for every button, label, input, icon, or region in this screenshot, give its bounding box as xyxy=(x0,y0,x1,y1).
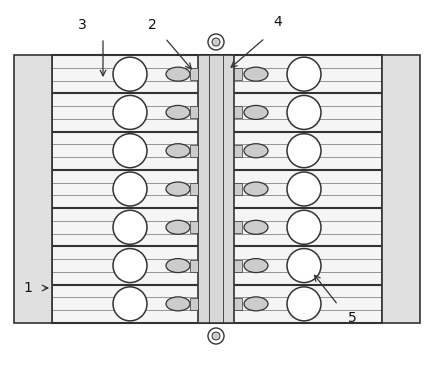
Ellipse shape xyxy=(244,220,268,234)
Circle shape xyxy=(113,287,147,321)
Circle shape xyxy=(212,38,220,46)
Bar xyxy=(190,106,198,118)
Circle shape xyxy=(287,57,321,91)
Ellipse shape xyxy=(166,259,190,273)
Circle shape xyxy=(113,172,147,206)
Bar xyxy=(234,183,242,195)
Text: 1: 1 xyxy=(23,281,32,295)
Circle shape xyxy=(287,249,321,283)
Bar xyxy=(190,221,198,233)
Bar xyxy=(190,260,198,272)
Bar xyxy=(382,55,420,323)
Ellipse shape xyxy=(244,105,268,119)
Bar xyxy=(198,55,234,323)
Bar xyxy=(190,145,198,157)
Circle shape xyxy=(208,328,224,344)
Ellipse shape xyxy=(166,182,190,196)
Bar xyxy=(234,221,242,233)
Bar xyxy=(234,68,242,80)
Ellipse shape xyxy=(166,144,190,158)
Circle shape xyxy=(287,95,321,129)
Ellipse shape xyxy=(244,297,268,311)
Circle shape xyxy=(287,134,321,168)
Ellipse shape xyxy=(244,182,268,196)
Circle shape xyxy=(287,287,321,321)
Ellipse shape xyxy=(166,67,190,81)
Text: 4: 4 xyxy=(274,15,282,29)
Circle shape xyxy=(113,57,147,91)
Text: 5: 5 xyxy=(348,311,356,325)
Bar xyxy=(52,55,382,323)
Circle shape xyxy=(113,134,147,168)
Text: 3: 3 xyxy=(78,18,86,32)
Circle shape xyxy=(208,34,224,50)
Circle shape xyxy=(113,210,147,244)
Circle shape xyxy=(113,249,147,283)
Bar xyxy=(190,298,198,310)
Text: 2: 2 xyxy=(148,18,156,32)
Bar xyxy=(190,68,198,80)
Bar xyxy=(234,106,242,118)
Bar xyxy=(190,183,198,195)
Ellipse shape xyxy=(244,144,268,158)
Ellipse shape xyxy=(244,259,268,273)
Circle shape xyxy=(287,172,321,206)
Bar xyxy=(14,55,52,323)
Circle shape xyxy=(287,210,321,244)
Ellipse shape xyxy=(166,105,190,119)
Bar xyxy=(234,260,242,272)
Bar xyxy=(234,298,242,310)
Ellipse shape xyxy=(244,67,268,81)
Ellipse shape xyxy=(166,220,190,234)
Circle shape xyxy=(212,332,220,340)
Circle shape xyxy=(113,95,147,129)
Bar xyxy=(234,145,242,157)
Ellipse shape xyxy=(166,297,190,311)
